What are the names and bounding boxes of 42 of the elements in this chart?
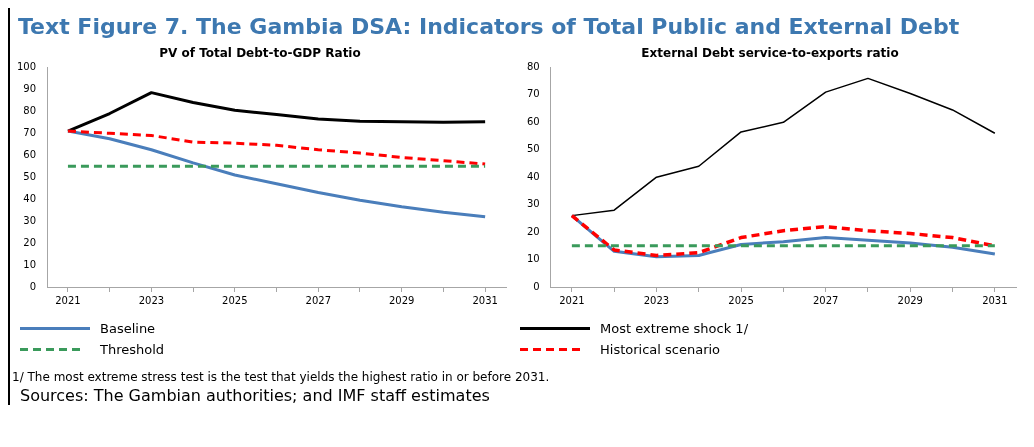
- y-tick-label: 10: [23, 258, 37, 270]
- x-tick-label: 2029: [897, 294, 923, 306]
- x-tick-label: 2029: [388, 294, 415, 306]
- y-tick-label: 80: [23, 104, 37, 116]
- y-tick-label: 90: [23, 82, 37, 94]
- source-note: Sources: The Gambian authorities; and IMF staff estimates: [19, 385, 491, 405]
- chart-title: External Debt service-to-exports ratio: [641, 46, 899, 61]
- x-tick-label: 2025: [222, 294, 248, 306]
- y-tick-label: 20: [23, 236, 37, 248]
- y-tick-label: 50: [23, 170, 37, 182]
- y-tick-label: 40: [526, 170, 540, 182]
- x-tick-label: 2021: [559, 294, 585, 306]
- legend-label: Most extreme shock 1/: [600, 321, 749, 336]
- y-tick-label: 70: [526, 88, 540, 100]
- x-tick-label: 2021: [55, 294, 81, 306]
- line-series: [66, 129, 487, 166]
- y-tick-label: 10: [526, 253, 540, 265]
- x-tick-label: 2023: [138, 294, 165, 306]
- y-tick-label: 0: [533, 280, 540, 292]
- y-tick-label: 0: [29, 280, 37, 292]
- legend-label: Historical scenario: [600, 342, 721, 357]
- x-tick-label: 2023: [643, 294, 670, 306]
- y-tick-label: 40: [23, 192, 37, 204]
- legend-label: Baseline: [100, 321, 156, 336]
- chart-title: Text Figure 7. The Gambia DSA: Indicators of Total Public and External Debt: [17, 13, 961, 41]
- y-tick-label: 20: [526, 225, 540, 237]
- chart-subtitle: PV of Total Debt-to-GDP Ratio: [159, 46, 361, 61]
- x-tick-label: 2027: [812, 294, 839, 306]
- y-tick-label: 100: [16, 60, 37, 72]
- x-tick-label: 2031: [982, 294, 1008, 306]
- x-tick-label: 2027: [305, 294, 331, 306]
- text: 1/ The most extreme stress test is the test that yields the highest ratio in or before 2031.: [11, 369, 551, 384]
- y-tick-label: 60: [526, 115, 540, 127]
- x-tick-label: 2031: [472, 294, 498, 306]
- y-tick-label: 30: [23, 214, 37, 226]
- y-tick-label: 70: [23, 126, 37, 138]
- y-tick-label: 30: [526, 198, 540, 210]
- y-tick-label: 80: [526, 60, 540, 72]
- y-tick-label: 60: [23, 148, 37, 160]
- legend-label: Threshold: [100, 342, 165, 357]
- x-tick-label: 2025: [728, 294, 754, 306]
- y-tick-label: 50: [526, 143, 540, 155]
